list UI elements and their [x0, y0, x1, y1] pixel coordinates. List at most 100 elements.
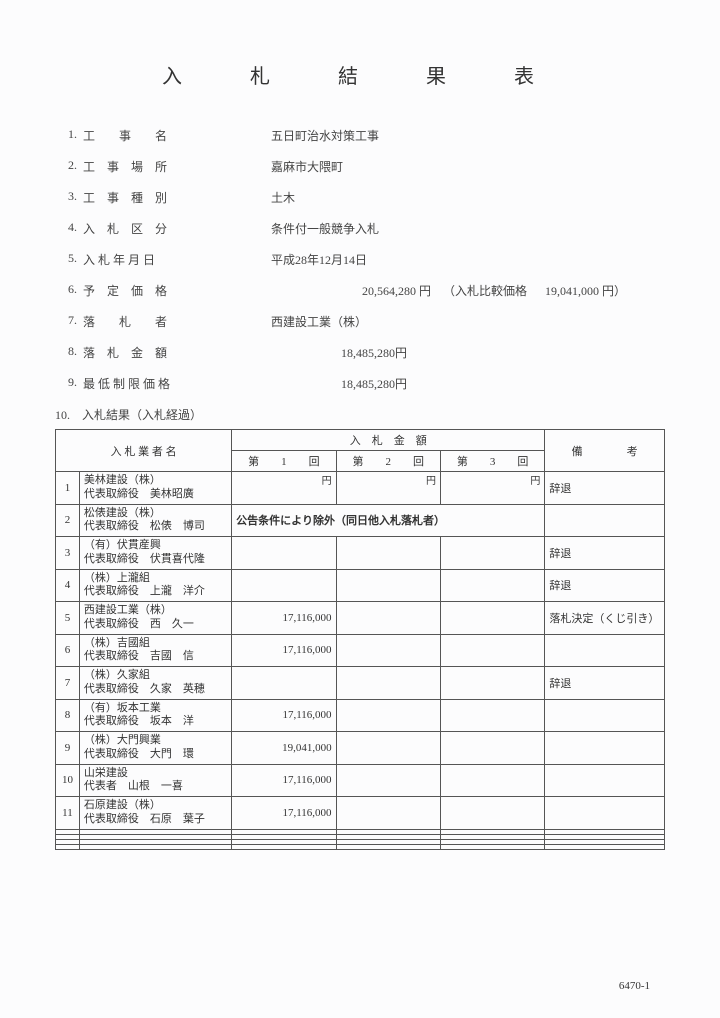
bidder-line1: （株）大門興業 [84, 734, 227, 748]
cell-idx: 4 [56, 569, 80, 602]
bidder-line1: 松俵建設（株） [84, 507, 227, 521]
cell-bidder: 西建設工業（株）代表取締役 西 久一 [79, 602, 231, 635]
meta-value: 嘉麻市大隈町 [247, 158, 665, 175]
table-row: 3（有）伏貫産興代表取締役 伏貫喜代隆辞退 [56, 537, 665, 570]
cell-idx: 2 [56, 504, 80, 537]
bidder-line1: 美林建設（株） [84, 474, 227, 488]
table-row: 4（株）上瀧組代表取締役 上瀧 洋介辞退 [56, 569, 665, 602]
cell-bidder: （有）坂本工業代表取締役 坂本 洋 [79, 699, 231, 732]
meta-num: 8. [55, 344, 77, 361]
meta-value: 条件付一般競争入札 [247, 220, 665, 237]
cell-amt1: 17,116,000 [232, 699, 336, 732]
meta-num: 2. [55, 158, 77, 175]
cell-amt1: 17,116,000 [232, 764, 336, 797]
cell-bidder: （株）久家組代表取締役 久家 英穂 [79, 667, 231, 700]
bidder-line2: 代表取締役 松俵 博司 [84, 520, 227, 534]
cell-excluded: 公告条件により除外（同日他入札落札者） [232, 504, 545, 537]
footer-code: 6470-1 [619, 980, 650, 992]
table-row: 2松俵建設（株）代表取締役 松俵 博司公告条件により除外（同日他入札落札者） [56, 504, 665, 537]
cell-amt3 [440, 764, 544, 797]
bidder-line2: 代表取締役 上瀧 洋介 [84, 585, 227, 599]
cell-amt1 [232, 537, 336, 570]
cell-note [545, 699, 665, 732]
meta-num: 4. [55, 220, 77, 237]
meta-value: 平成28年12月14日 [247, 251, 665, 268]
cell-bidder [79, 844, 231, 849]
meta-num: 3. [55, 189, 77, 206]
section-10: 10. 入札結果（入札経過） [55, 406, 665, 423]
cell-note: 落札決定（くじ引き） [545, 602, 665, 635]
bidder-line2: 代表取締役 美林昭廣 [84, 488, 227, 502]
cell-idx [56, 844, 80, 849]
cell-bidder: （株）上瀧組代表取締役 上瀧 洋介 [79, 569, 231, 602]
bidder-line2: 代表取締役 西 久一 [84, 618, 227, 632]
th-round2: 第 2 回 [336, 451, 440, 472]
cell-note: 辞退 [545, 569, 665, 602]
cell-amt2 [336, 844, 440, 849]
cell-amt1: 19,041,000 [232, 732, 336, 765]
table-row: 11石原建設（株）代表取締役 石原 葉子17,116,000 [56, 797, 665, 830]
cell-bidder: （有）伏貫産興代表取締役 伏貫喜代隆 [79, 537, 231, 570]
table-row: 6（株）吉國組代表取締役 吉國 信17,116,000 [56, 634, 665, 667]
bidder-line2: 代表取締役 石原 葉子 [84, 813, 227, 827]
cell-amt2 [336, 667, 440, 700]
meta-label: 工 事 場 所 [77, 158, 247, 175]
meta-line: 5.入 札 年 月 日平成28年12月14日 [55, 251, 665, 268]
cell-amt2 [336, 602, 440, 635]
bidder-line1: （株）上瀧組 [84, 572, 227, 586]
cell-idx: 1 [56, 472, 80, 505]
price-paren-label: （入札比較価格 [431, 282, 527, 299]
bidder-line2: 代表取締役 吉國 信 [84, 650, 227, 664]
meta-value: 五日町治水対策工事 [247, 127, 665, 144]
meta-num: 7. [55, 313, 77, 330]
cell-amt1: 17,116,000 [232, 634, 336, 667]
meta-label: 入 札 区 分 [77, 220, 247, 237]
cell-note [545, 844, 665, 849]
cell-idx: 8 [56, 699, 80, 732]
cell-bidder: 石原建設（株）代表取締役 石原 葉子 [79, 797, 231, 830]
cell-bidder: （株）大門興業代表取締役 大門 環 [79, 732, 231, 765]
cell-amt3 [440, 667, 544, 700]
bid-table: 入 札 業 者 名 入 札 金 額 備 考 第 1 回 第 2 回 第 3 回 … [55, 429, 665, 850]
th-round3: 第 3 回 [440, 451, 544, 472]
price-main: 20,564,280 円 [271, 282, 431, 299]
meta-line: 2.工 事 場 所嘉麻市大隈町 [55, 158, 665, 175]
cell-amt3 [440, 634, 544, 667]
cell-bidder: 松俵建設（株）代表取締役 松俵 博司 [79, 504, 231, 537]
table-row: 1美林建設（株）代表取締役 美林昭廣円円円辞退 [56, 472, 665, 505]
bidder-line1: 山栄建設 [84, 767, 227, 781]
cell-note [545, 732, 665, 765]
meta-line: 4.入 札 区 分条件付一般競争入札 [55, 220, 665, 237]
cell-note [545, 504, 665, 537]
cell-idx: 7 [56, 667, 80, 700]
th-note: 備 考 [545, 430, 665, 472]
cell-amt2 [336, 764, 440, 797]
cell-idx: 11 [56, 797, 80, 830]
cell-amt3 [440, 797, 544, 830]
bidder-line1: （有）坂本工業 [84, 702, 227, 716]
cell-amt1: 17,116,000 [232, 797, 336, 830]
bidder-line1: 西建設工業（株） [84, 604, 227, 618]
meta-value: 18,485,280円 [247, 375, 407, 392]
cell-note: 辞退 [545, 472, 665, 505]
cell-bidder: 山栄建設代表者 山根 一喜 [79, 764, 231, 797]
cell-bidder: （株）吉國組代表取締役 吉國 信 [79, 634, 231, 667]
meta-num: 9. [55, 375, 77, 392]
cell-bidder: 美林建設（株）代表取締役 美林昭廣 [79, 472, 231, 505]
meta-line: 3.工 事 種 別土木 [55, 189, 665, 206]
meta-line: 7.落 札 者西建設工業（株） [55, 313, 665, 330]
cell-idx: 10 [56, 764, 80, 797]
bidder-line2: 代表取締役 伏貫喜代隆 [84, 553, 227, 567]
table-row: 8（有）坂本工業代表取締役 坂本 洋17,116,000 [56, 699, 665, 732]
meta-num: 1. [55, 127, 77, 144]
bidder-line1: （有）伏貫産興 [84, 539, 227, 553]
cell-amt3 [440, 537, 544, 570]
bidder-line2: 代表取締役 久家 英穂 [84, 683, 227, 697]
cell-amt3 [440, 602, 544, 635]
bidder-line2: 代表取締役 大門 環 [84, 748, 227, 762]
meta-num: 5. [55, 251, 77, 268]
th-bidder: 入 札 業 者 名 [56, 430, 232, 472]
cell-amt3 [440, 699, 544, 732]
meta-value: 西建設工業（株） [247, 313, 665, 330]
cell-amt1 [232, 667, 336, 700]
